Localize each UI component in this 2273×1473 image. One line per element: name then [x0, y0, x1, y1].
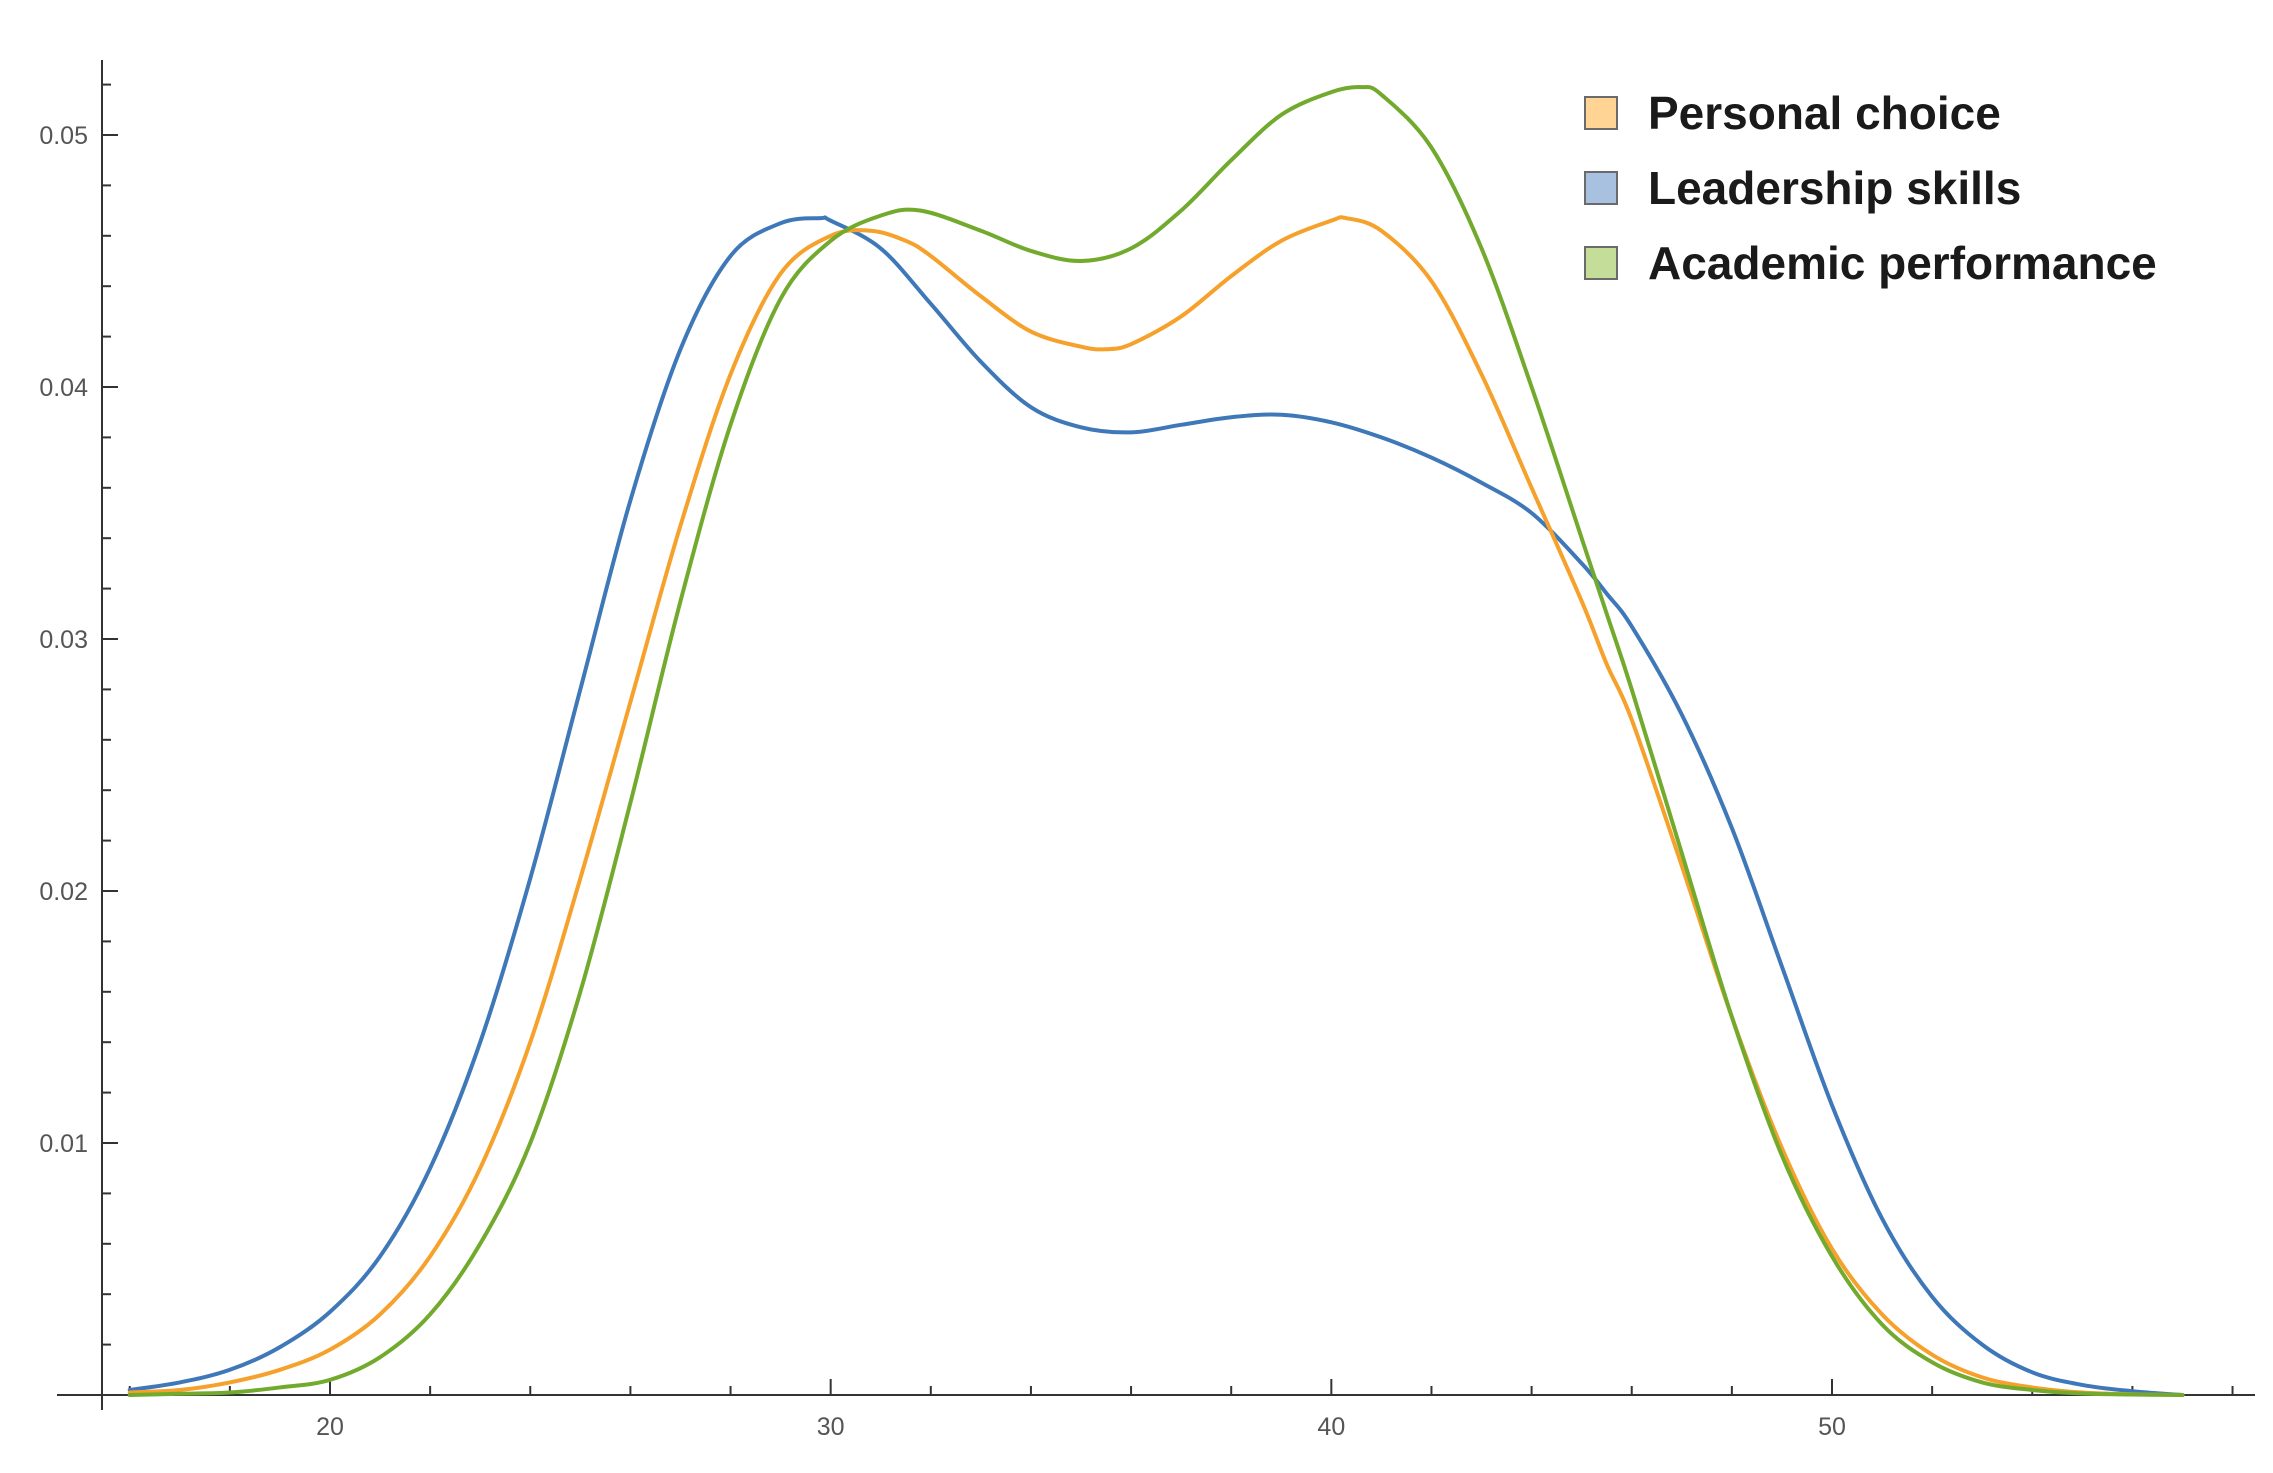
x-tick-label: 50 — [1818, 1413, 1846, 1441]
series-line-academic-performance — [127, 85, 2185, 1397]
x-tick-label: 20 — [316, 1413, 344, 1441]
y-tick-label: 0.04 — [39, 374, 88, 402]
y-tick-label: 0.05 — [39, 122, 88, 150]
series-line-personal-choice — [127, 215, 2185, 1397]
x-tick-label: 40 — [1317, 1413, 1345, 1441]
legend-swatch-leadership-skills — [1584, 171, 1618, 205]
y-tick-label: 0.02 — [39, 878, 88, 906]
legend-label-leadership-skills: Leadership skills — [1648, 162, 2021, 214]
x-tick-label: 30 — [817, 1413, 845, 1441]
legend: Personal choice Leadership skills Academic… — [1584, 87, 2157, 289]
legend-swatch-academic-performance — [1584, 246, 1618, 280]
series-layer — [127, 85, 2185, 1397]
legend-label-academic-performance: Academic performance — [1648, 237, 2157, 289]
series-line-leadership-skills — [127, 215, 2185, 1397]
legend-swatch-personal-choice — [1584, 96, 1618, 130]
y-tick-label: 0.03 — [39, 626, 88, 654]
axes: 20 30 40 50 0.01 0.02 0.03 0.04 0.05 — [39, 60, 2255, 1441]
legend-label-personal-choice: Personal choice — [1648, 87, 2001, 139]
y-tick-label: 0.01 — [39, 1130, 88, 1158]
